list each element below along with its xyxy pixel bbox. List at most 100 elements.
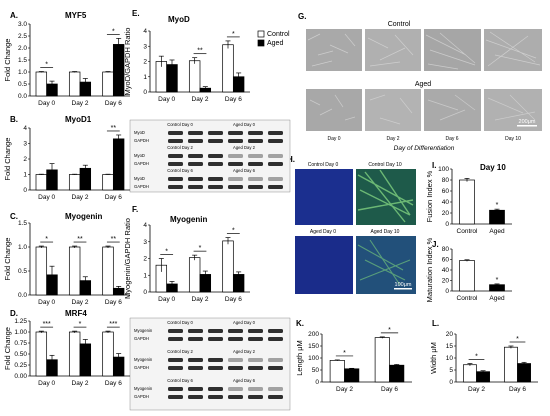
panel-label-i: I. xyxy=(432,161,436,170)
blot-band xyxy=(248,185,263,189)
blot-band xyxy=(228,139,243,143)
blot-band xyxy=(228,395,243,399)
blot-band xyxy=(228,337,243,341)
y-tick-label: 0.25 xyxy=(14,362,27,369)
blot-header-right: Aged Day 2 xyxy=(233,145,256,150)
bar xyxy=(35,246,48,296)
blot-band xyxy=(208,337,223,341)
x-tick-label: Day 6 xyxy=(105,380,122,387)
panel-h-label: H. xyxy=(287,155,295,164)
bar xyxy=(68,331,81,377)
x-tick-label: Day 2 xyxy=(192,296,209,303)
chart-title-c: Myogenin xyxy=(65,212,102,221)
y-tick-label: 0.75 xyxy=(14,340,27,347)
y-tick-label: 2 xyxy=(143,256,147,263)
chart-title-f: Myogenin xyxy=(170,215,207,224)
blot-band-label: GAPDH xyxy=(134,394,149,399)
y-tick-label: 1.5 xyxy=(18,57,27,64)
significance-marker: *** xyxy=(109,321,117,328)
legend-label: Aged xyxy=(267,40,283,47)
x-tick-label: Day 6 xyxy=(105,194,122,201)
micrograph-aged-day6 xyxy=(424,89,481,131)
y-tick-label: 4 xyxy=(143,28,147,35)
y-tick-label: 200 xyxy=(308,331,319,338)
y-tick-label: 1 xyxy=(143,272,147,279)
y-axis-label-e: MyoD/GAPDH Ratio xyxy=(123,28,132,96)
y-tick-label: 5 xyxy=(449,367,453,374)
y-tick-label: 3 xyxy=(23,141,27,148)
y-axis-label-f: Myogenin/GAPDH Ratio xyxy=(123,218,132,299)
y-tick-label: 60 xyxy=(442,257,450,264)
panel-g-day2: Day 2 xyxy=(386,136,399,142)
fluor-control-day0 xyxy=(295,169,353,225)
panel-g-aged-label: Aged xyxy=(415,81,431,88)
blot-band xyxy=(268,329,283,333)
blot-band xyxy=(268,131,283,135)
y-tick-label: 0 xyxy=(445,221,449,228)
blot-band xyxy=(188,185,203,189)
blot-band xyxy=(268,139,283,143)
bar xyxy=(102,246,114,296)
significance-marker: * xyxy=(388,327,391,334)
blot-band xyxy=(228,131,243,135)
x-tick-label: Day 6 xyxy=(105,299,122,306)
y-tick-label: 40 xyxy=(442,199,450,206)
panel-h-scalebar xyxy=(394,288,412,290)
chart-title-i: Day 10 xyxy=(480,163,506,172)
blot-band xyxy=(248,387,263,391)
bar xyxy=(459,179,475,225)
y-tick-label: 4 xyxy=(23,125,27,132)
blot-band xyxy=(268,154,283,158)
blot-header-right: Aged Day 2 xyxy=(233,349,256,354)
chart-j: J.Maturation Index % 0 20 40 60 80 Control Aged… xyxy=(425,237,512,302)
micrograph-control-day2 xyxy=(365,29,421,71)
y-tick-label: 20 xyxy=(442,210,450,217)
blot-band-label: GAPDH xyxy=(134,161,149,166)
y-tick-label: 0.0 xyxy=(18,93,27,100)
blot-band xyxy=(248,395,263,399)
y-tick-label: 50 xyxy=(312,367,320,374)
y-tick-label: 0 xyxy=(449,379,453,386)
y-tick-label: 1 xyxy=(23,172,27,179)
aged-myotube-texture xyxy=(309,94,536,125)
legend-swatch xyxy=(257,39,265,47)
blot-header-right: Aged Day 0 xyxy=(233,122,256,127)
blot-band xyxy=(248,177,263,181)
blot-header-left: Control Day 6 xyxy=(167,378,193,383)
blot-band xyxy=(208,185,223,189)
blot-band xyxy=(228,387,243,391)
y-tick-label: 0.00 xyxy=(14,373,27,380)
blot-band xyxy=(208,395,223,399)
legend-swatch xyxy=(257,30,265,38)
bar xyxy=(489,209,505,225)
x-tick-label: Control xyxy=(457,228,479,235)
y-tick-label: 20 xyxy=(446,331,454,338)
x-tick-label: Day 6 xyxy=(225,96,242,103)
blot-band xyxy=(188,395,203,399)
significance-marker: * xyxy=(496,277,499,284)
bar xyxy=(35,174,48,191)
bar xyxy=(102,174,114,191)
x-tick-label: Day 2 xyxy=(72,380,89,387)
x-tick-label: Day 2 xyxy=(72,299,89,306)
panel-g-day10: Day 10 xyxy=(505,136,521,142)
blot-band xyxy=(268,358,283,362)
panel-f-blots: Control Day 0 Aged Day 0 Myogenin GAPDH Cont… xyxy=(129,317,291,411)
chart-e: E. MyoD MyoD/GAPDH Ratio 0 1 2 3 4 Day 0 Day 2 ** D… xyxy=(123,9,290,103)
blot-band xyxy=(188,162,203,166)
panel-h-title-aged-day0: Aged Day 0 xyxy=(310,229,336,235)
x-tick-label: Day 6 xyxy=(225,296,242,303)
y-tick-label: 1.00 xyxy=(14,329,27,336)
x-tick-label: Day 6 xyxy=(105,100,122,107)
y-tick-label: 0 xyxy=(23,187,27,194)
blot-band-label: Myogenin xyxy=(134,357,153,362)
bar xyxy=(188,60,201,93)
micrograph-aged-day10 xyxy=(484,89,542,131)
blot-band xyxy=(268,162,283,166)
bar xyxy=(517,363,531,383)
y-axis-label-l: Width μM xyxy=(429,342,438,374)
significance-marker: ** xyxy=(111,125,117,132)
blot-band xyxy=(188,329,203,333)
chart-k: K. Length μM 0 50 100 150 200 Day 2 * Day 6 * xyxy=(295,319,412,393)
